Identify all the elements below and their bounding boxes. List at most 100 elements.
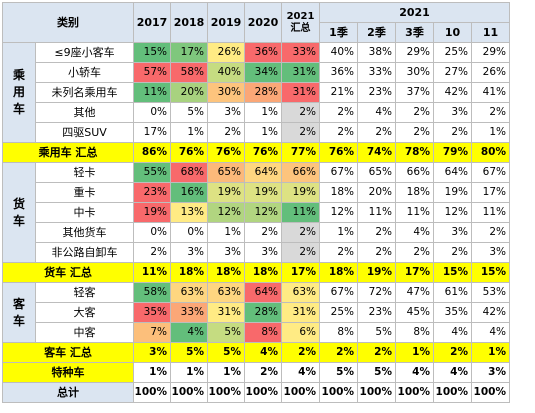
cell-value: 2% <box>207 122 245 143</box>
cell-value: 2% <box>281 242 320 263</box>
special-label: 特种车 <box>2 362 134 383</box>
row-label: ≤9座小客车 <box>35 42 134 63</box>
cell-value: 2% <box>395 122 434 143</box>
subtotal-value: 11% <box>133 262 171 283</box>
cell-value: 4% <box>170 322 208 343</box>
row-label: 其他 <box>35 102 134 123</box>
subtotal-value: 74% <box>357 142 396 163</box>
cell-value: 12% <box>207 202 245 223</box>
special-value: 4% <box>281 362 320 383</box>
cell-value: 2% <box>357 242 396 263</box>
section-label-vertical: 客车 <box>12 296 25 328</box>
subtotal-value: 18% <box>244 262 282 283</box>
cell-value: 40% <box>319 42 358 63</box>
cell-value: 6% <box>281 322 320 343</box>
cell-value: 2% <box>319 122 358 143</box>
grand-total-value: 100% <box>319 382 358 403</box>
cell-value: 1% <box>244 122 282 143</box>
cell-value: 58% <box>133 282 171 303</box>
subtotal-value: 1% <box>395 342 434 363</box>
cell-value: 63% <box>281 282 320 303</box>
cell-value: 33% <box>281 42 320 63</box>
cell-value: 19% <box>433 182 472 203</box>
cell-value: 12% <box>433 202 472 223</box>
table-row: 客车客车轻客58%63%63%64%63%67%72%47%61%53% <box>2 282 510 343</box>
cell-value: 36% <box>319 62 358 83</box>
header-2021-total-label: 汇总 <box>290 22 311 34</box>
special-value: 5% <box>357 362 396 383</box>
header-category: 类别 <box>2 2 134 43</box>
special-value: 4% <box>433 362 472 383</box>
special-value: 5% <box>319 362 358 383</box>
subtotal-value: 18% <box>319 262 358 283</box>
header-2021-total-year: 2021 <box>286 10 315 22</box>
cell-value: 65% <box>357 162 396 183</box>
subtotal-value: 19% <box>357 262 396 283</box>
subtotal-value: 4% <box>244 342 282 363</box>
cell-value: 2% <box>244 222 282 243</box>
cell-value: 67% <box>319 162 358 183</box>
grand-total-row: 总计 100% 100% 100% 100% 100% 100% 100% 100% 100% 10… <box>2 382 510 403</box>
cell-value: 5% <box>207 322 245 343</box>
subtotal-label: 货车 汇总 <box>2 262 134 283</box>
cell-value: 23% <box>357 82 396 103</box>
cell-value: 17% <box>471 182 510 203</box>
cell-value: 19% <box>207 182 245 203</box>
subtotal-value: 76% <box>170 142 208 163</box>
subtotal-row: 乘用车 汇总 86% 76% 76% 76% 77% 76% 74% 78% 79% 80% <box>2 142 510 163</box>
header-period: 1季 <box>319 22 358 43</box>
subtotal-value: 18% <box>170 262 208 283</box>
cell-value: 29% <box>471 42 510 63</box>
cell-value: 63% <box>170 282 208 303</box>
cell-value: 55% <box>133 162 171 183</box>
cell-value: 5% <box>170 102 208 123</box>
grand-total-label: 总计 <box>2 382 134 403</box>
section-label: 乘用车乘用车 <box>2 42 36 143</box>
cell-value: 37% <box>395 82 434 103</box>
subtotal-label: 客车 汇总 <box>2 342 134 363</box>
cell-value: 2% <box>395 242 434 263</box>
cell-value: 2% <box>471 222 510 243</box>
header-period: 3季 <box>395 22 434 43</box>
cell-value: 67% <box>319 282 358 303</box>
table-row: 中客 7% 4% 5% 8% 6% 8% 5% 8% 4% 4% <box>3 322 510 343</box>
subtotal-label: 乘用车 汇总 <box>2 142 134 163</box>
grand-total-value: 100% <box>133 382 171 403</box>
cell-value: 5% <box>357 322 396 343</box>
cell-value: 4% <box>395 222 434 243</box>
cell-value: 25% <box>433 42 472 63</box>
subtotal-value: 5% <box>170 342 208 363</box>
cell-value: 16% <box>170 182 208 203</box>
cell-value: 3% <box>471 242 510 263</box>
cell-value: 35% <box>433 302 472 323</box>
cell-value: 20% <box>170 82 208 103</box>
cell-value: 1% <box>319 222 358 243</box>
header-2021-total: 2021 汇总 <box>281 2 320 43</box>
cell-value: 3% <box>207 102 245 123</box>
cell-value: 2% <box>433 122 472 143</box>
row-label: 重卡 <box>35 182 134 203</box>
cell-value: 2% <box>281 102 320 123</box>
grand-total-value: 100% <box>433 382 472 403</box>
cell-value: 17% <box>133 122 171 143</box>
subtotal-value: 5% <box>207 342 245 363</box>
cell-value: 42% <box>471 302 510 323</box>
cell-value: 36% <box>244 42 282 63</box>
cell-value: 2% <box>319 102 358 123</box>
grand-total-value: 100% <box>281 382 320 403</box>
row-label: 轻卡 <box>35 162 134 183</box>
special-value: 1% <box>170 362 208 383</box>
cell-value: 28% <box>244 302 282 323</box>
table-row: 货车货车轻卡55%68%65%64%66%67%65%66%64%67% <box>2 162 510 263</box>
cell-value: 28% <box>244 82 282 103</box>
cell-value: 68% <box>170 162 208 183</box>
table-row: 大客 35% 33% 31% 28% 31% 25% 23% 45% 35% 42% <box>3 302 510 323</box>
cell-value: 34% <box>244 62 282 83</box>
row-label: 大客 <box>35 302 134 323</box>
market-share-table-wrapper: 类别 2017 2018 2019 2020 2021 汇总 2021 1季 2季 3季 10 11 乘用… <box>2 2 510 403</box>
subtotal-value: 86% <box>133 142 171 163</box>
cell-value: 31% <box>281 62 320 83</box>
cell-value: 19% <box>244 182 282 203</box>
special-value: 4% <box>395 362 434 383</box>
cell-value: 64% <box>244 282 282 303</box>
